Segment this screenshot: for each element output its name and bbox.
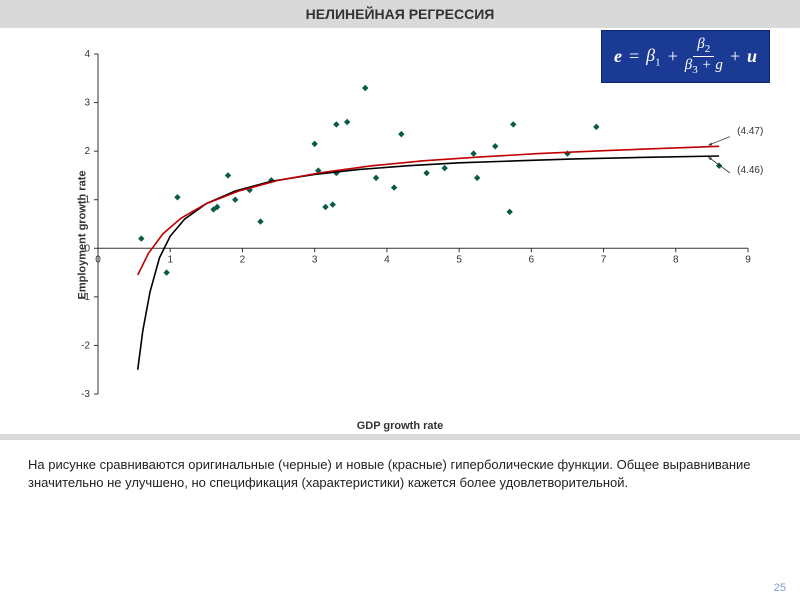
formula-eq: = [628,46,640,67]
svg-text:4: 4 [84,49,90,60]
formula-lhs: e [614,46,622,67]
formula-plus2: + [729,46,741,67]
svg-text:0: 0 [95,254,101,265]
content-area: e = β1 + β2 β3 + g + u Employment growth… [0,28,800,434]
svg-text:2: 2 [84,146,90,157]
svg-text:(4.47): (4.47) [737,126,763,137]
x-axis-label: GDP growth rate [357,420,444,432]
svg-text:3: 3 [312,254,318,265]
svg-text:2: 2 [240,254,246,265]
formula-box: e = β1 + β2 β3 + g + u [601,30,770,83]
formula-plus1: + [667,46,679,67]
chart-container: Employment growth rate GDP growth rate 0… [24,36,776,434]
svg-text:9: 9 [745,254,751,265]
formula-b1: β1 [646,45,660,69]
svg-text:(4.46): (4.46) [737,165,763,176]
svg-text:3: 3 [84,98,90,109]
y-axis-label: Employment growth rate [76,171,88,300]
formula-u: u [747,46,757,67]
svg-text:8: 8 [673,254,679,265]
page-number: 25 [774,582,786,594]
slide-title: НЕЛИНЕЙНАЯ РЕГРЕССИЯ [0,0,800,28]
caption-text: На рисунке сравниваются оригинальные (че… [0,440,800,500]
svg-text:4: 4 [384,254,390,265]
svg-text:7: 7 [601,254,607,265]
svg-text:5: 5 [456,254,462,265]
svg-text:6: 6 [529,254,535,265]
formula-fraction: β2 β3 + g [685,37,723,76]
chart-svg: 0123456789-3-2-101234(4.46)(4.47) [24,36,776,434]
svg-text:-3: -3 [81,389,90,400]
svg-text:-2: -2 [81,340,90,351]
svg-text:1: 1 [167,254,173,265]
